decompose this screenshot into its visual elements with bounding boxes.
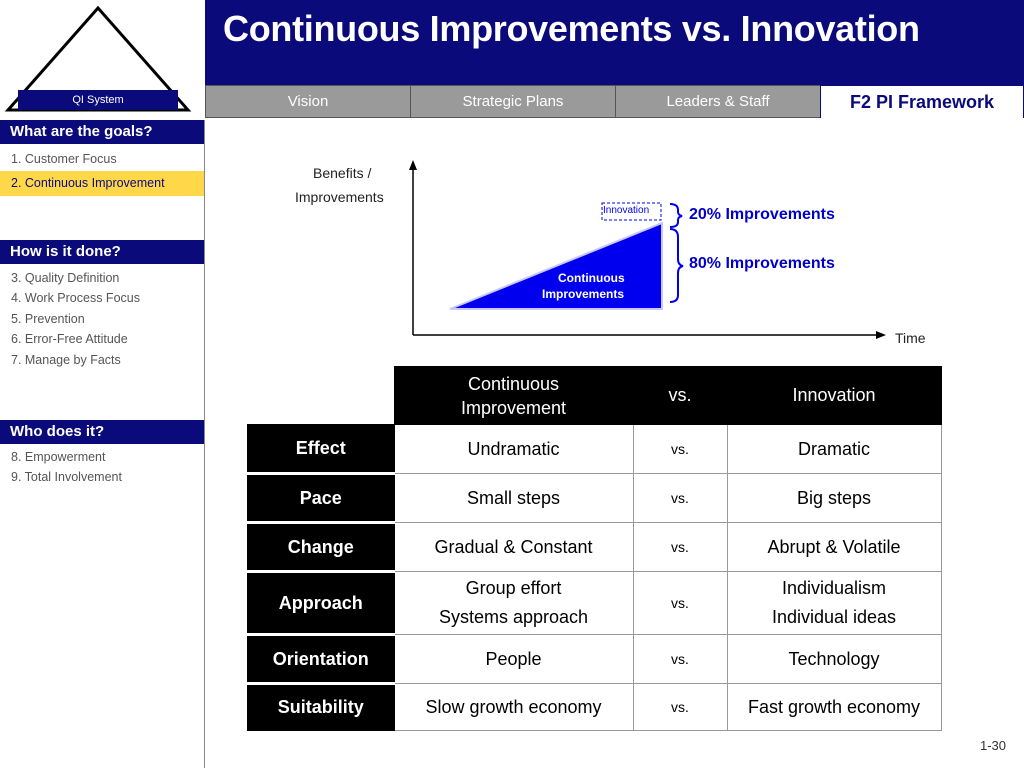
sidebar-item-prevention[interactable]: 5. Prevention — [11, 312, 85, 326]
tab-vision[interactable]: Vision — [205, 85, 410, 118]
row-label-pace: Pace — [247, 473, 395, 524]
y-axis-label-line2: Improvements — [295, 189, 384, 205]
sidebar: What are the goals? 1. Customer Focus 2.… — [0, 120, 205, 768]
cell-vs: vs. — [632, 571, 728, 635]
header-continuous-line1: Continuous — [467, 373, 560, 394]
header-bar: Continuous Improvements vs. Innovation — [205, 0, 1024, 85]
table-row: Orientation People vs. Technology — [247, 634, 942, 685]
cell-line: Individualism — [781, 578, 887, 598]
sidebar-item-customer-focus[interactable]: 1. Customer Focus — [11, 152, 117, 166]
brace-20-icon — [669, 203, 683, 228]
cell-vs: vs. — [632, 473, 728, 523]
brace-80-icon — [669, 228, 684, 303]
table-row: Approach Group effort Systems approach v… — [247, 571, 942, 636]
sidebar-heading-how: How is it done? — [0, 240, 204, 264]
sidebar-item-work-process-focus[interactable]: 4. Work Process Focus — [11, 291, 140, 305]
cell-continuous: People — [393, 634, 634, 684]
y-axis-arrow-icon — [409, 160, 417, 170]
cell-vs: vs. — [632, 424, 728, 474]
row-label-approach: Approach — [247, 571, 395, 636]
table-row: Change Gradual & Constant vs. Abrupt & V… — [247, 522, 942, 573]
innovation-label: Innovation — [603, 205, 650, 216]
table-header-row: Continuous Improvement vs. Innovation — [247, 366, 942, 425]
cell-innovation: Technology — [726, 634, 942, 684]
sidebar-heading-who: Who does it? — [0, 420, 204, 444]
cell-vs: vs. — [632, 522, 728, 572]
cell-line: Group effort — [465, 578, 562, 598]
improvements-20-label: 20% Improvements — [689, 206, 835, 223]
comparison-table: Continuous Improvement vs. Innovation Ef… — [247, 366, 942, 731]
continuous-improvements-triangle — [449, 221, 663, 310]
page-title: Continuous Improvements vs. Innovation — [223, 8, 920, 49]
header-continuous-improvement: Continuous Improvement — [393, 366, 634, 425]
cell-continuous: Small steps — [393, 473, 634, 523]
cell-line: Individual ideas — [771, 607, 897, 627]
header-innovation: Innovation — [726, 366, 942, 425]
row-label-effect: Effect — [247, 424, 395, 475]
table-row: Effect Undramatic vs. Dramatic — [247, 424, 942, 475]
tab-leaders-staff[interactable]: Leaders & Staff — [615, 85, 820, 118]
continuous-label-line2: Improvements — [542, 287, 625, 301]
cell-continuous: Gradual & Constant — [393, 522, 634, 572]
cell-innovation: Big steps — [726, 473, 942, 523]
cell-innovation: Abrupt & Volatile — [726, 522, 942, 572]
improvements-80-label: 80% Improvements — [689, 255, 835, 272]
row-label-orientation: Orientation — [247, 634, 395, 685]
header-vs: vs. — [632, 366, 728, 425]
cell-continuous: Undramatic — [393, 424, 634, 474]
cell-innovation: Dramatic — [726, 424, 942, 474]
x-axis-arrow-icon — [876, 331, 886, 339]
table-row: Pace Small steps vs. Big steps — [247, 473, 942, 524]
sidebar-item-total-involvement[interactable]: 9. Total Involvement — [11, 470, 122, 484]
header-continuous-line2: Improvement — [460, 397, 567, 418]
sidebar-item-error-free-attitude[interactable]: 6. Error-Free Attitude — [11, 332, 128, 346]
cell-vs: vs. — [632, 634, 728, 684]
sidebar-heading-goals: What are the goals? — [0, 120, 204, 144]
sidebar-item-quality-definition[interactable]: 3. Quality Definition — [11, 271, 120, 285]
innovation-box — [601, 202, 662, 221]
row-label-suitability: Suitability — [247, 683, 395, 731]
cell-innovation: Individualism Individual ideas — [726, 571, 942, 635]
page-number: 1-30 — [979, 738, 1006, 753]
continuous-label-line1: Continuous — [558, 271, 625, 285]
y-axis-label-line1: Benefits / — [313, 165, 372, 181]
logo-label: QI System — [72, 94, 124, 106]
cell-vs: vs. — [632, 683, 728, 731]
cell-line: Systems approach — [438, 607, 589, 627]
tab-strategic-plans[interactable]: Strategic Plans — [410, 85, 615, 118]
sidebar-item-continuous-improvement[interactable]: 2. Continuous Improvement — [0, 171, 204, 196]
sidebar-item-empowerment[interactable]: 8. Empowerment — [11, 450, 106, 464]
cell-continuous: Slow growth economy — [393, 683, 634, 731]
logo: QI System — [0, 0, 205, 120]
tab-bar: Vision Strategic Plans Leaders & Staff F… — [205, 85, 1024, 120]
row-label-change: Change — [247, 522, 395, 573]
sidebar-item-manage-by-facts[interactable]: 7. Manage by Facts — [11, 353, 121, 367]
table-row: Suitability Slow growth economy vs. Fast… — [247, 683, 942, 731]
table-corner — [247, 366, 394, 425]
tab-f2-pi-framework[interactable]: F2 PI Framework — [820, 85, 1024, 118]
x-axis-label: Time — [895, 330, 926, 346]
improvement-diagram: Benefits / Improvements Time Innovation … — [280, 155, 960, 360]
cell-innovation: Fast growth economy — [726, 683, 942, 731]
cell-continuous: Group effort Systems approach — [393, 571, 634, 635]
pyramid-logo-icon — [4, 5, 192, 112]
